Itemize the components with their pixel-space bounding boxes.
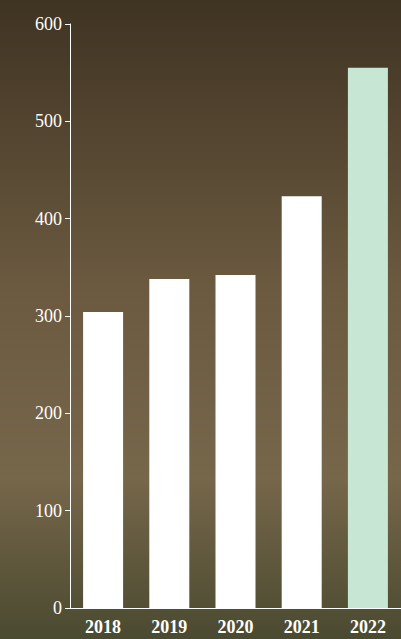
svg-text:400: 400 xyxy=(35,209,62,229)
svg-text:100: 100 xyxy=(35,501,62,521)
svg-text:600: 600 xyxy=(35,14,62,34)
svg-text:300: 300 xyxy=(35,306,62,326)
svg-text:2022: 2022 xyxy=(350,617,386,637)
svg-text:200: 200 xyxy=(35,403,62,423)
svg-text:2018: 2018 xyxy=(85,617,121,637)
svg-text:2019: 2019 xyxy=(151,617,187,637)
svg-text:2021: 2021 xyxy=(284,617,320,637)
svg-text:2020: 2020 xyxy=(218,617,254,637)
svg-text:0: 0 xyxy=(53,598,62,618)
svg-text:500: 500 xyxy=(35,111,62,131)
